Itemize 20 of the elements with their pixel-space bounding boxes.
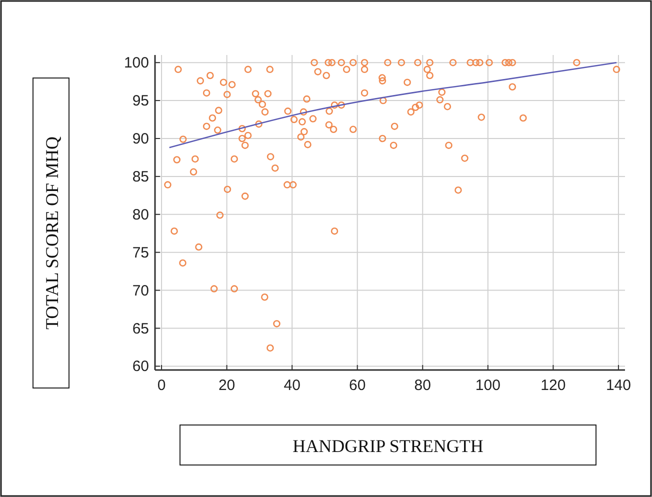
y-tick-label: 65 xyxy=(132,320,149,338)
line-series xyxy=(168,62,618,148)
y-tick-label: 85 xyxy=(132,168,149,186)
x-tick-label: 120 xyxy=(540,377,566,394)
x-axis-title: HANDGRIP STRENGTH xyxy=(292,436,484,456)
x-tick-label: 100 xyxy=(475,377,500,394)
y-axis-title: TOTAL SCORE OF MHQ xyxy=(42,136,62,330)
x-tick-label: 140 xyxy=(606,377,631,394)
y-tick-label: 90 xyxy=(132,130,149,148)
y-tick-label: 60 xyxy=(132,358,149,376)
y-tick-label: 95 xyxy=(132,92,149,110)
x-tick-label: 0 xyxy=(157,377,166,394)
x-tick-label: 20 xyxy=(218,377,236,394)
y-tick-label: 75 xyxy=(132,244,149,262)
y-tick-label: 80 xyxy=(132,206,149,224)
x-tick-label: 80 xyxy=(414,377,431,394)
x-tick-label: 60 xyxy=(349,377,366,394)
y-tick-label: 100 xyxy=(124,54,149,72)
x-tick-label: 40 xyxy=(284,377,300,394)
y-tick-label: 70 xyxy=(132,282,149,300)
